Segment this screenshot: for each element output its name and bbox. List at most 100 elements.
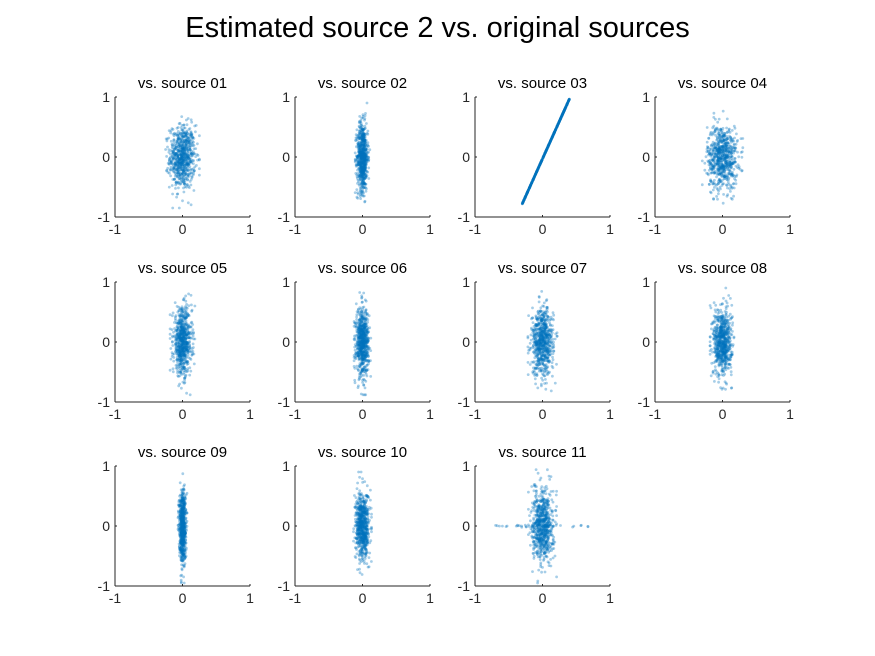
data-point bbox=[357, 318, 361, 322]
data-point bbox=[164, 137, 168, 141]
data-point bbox=[183, 174, 186, 178]
data-point bbox=[362, 366, 366, 370]
data-point bbox=[716, 168, 720, 172]
data-point bbox=[172, 138, 176, 142]
data-point bbox=[357, 145, 361, 149]
data-point bbox=[169, 159, 173, 162]
data-point bbox=[369, 375, 373, 378]
data-point bbox=[191, 342, 195, 346]
data-point bbox=[165, 168, 169, 172]
data-point bbox=[177, 206, 181, 210]
data-point bbox=[189, 130, 193, 134]
data-point bbox=[178, 174, 182, 178]
data-point bbox=[175, 157, 179, 161]
data-point bbox=[190, 308, 194, 312]
data-point bbox=[187, 136, 191, 140]
data-point bbox=[181, 163, 185, 166]
data-point bbox=[740, 169, 744, 172]
data-point bbox=[700, 183, 704, 187]
data-point bbox=[732, 143, 736, 147]
data-point bbox=[188, 157, 192, 161]
data-point bbox=[181, 143, 184, 147]
data-point bbox=[169, 161, 173, 165]
data-point bbox=[717, 158, 721, 162]
data-point bbox=[181, 147, 185, 150]
data-point bbox=[190, 132, 194, 136]
data-point bbox=[179, 331, 183, 335]
data-point bbox=[177, 149, 181, 153]
data-point bbox=[170, 155, 174, 158]
data-point bbox=[546, 359, 550, 362]
data-point bbox=[175, 161, 179, 165]
data-point bbox=[195, 164, 198, 167]
data-point bbox=[176, 154, 180, 158]
data-point bbox=[188, 162, 191, 166]
data-point bbox=[184, 369, 188, 373]
data-point bbox=[172, 166, 176, 170]
data-point bbox=[365, 122, 368, 125]
data-point bbox=[180, 176, 184, 180]
data-point bbox=[176, 160, 180, 164]
data-point bbox=[733, 136, 736, 140]
data-point bbox=[182, 132, 186, 135]
data-point bbox=[367, 345, 370, 348]
data-point bbox=[188, 393, 192, 397]
data-point bbox=[175, 305, 179, 308]
data-point bbox=[549, 389, 553, 393]
data-point bbox=[367, 166, 371, 170]
data-point bbox=[171, 344, 175, 347]
data-point bbox=[174, 162, 178, 166]
data-point bbox=[364, 379, 368, 383]
data-point bbox=[184, 166, 188, 170]
data-point bbox=[531, 316, 534, 320]
data-point bbox=[360, 123, 363, 127]
data-point bbox=[170, 328, 174, 331]
data-point bbox=[366, 350, 370, 354]
data-point bbox=[183, 135, 186, 139]
data-point bbox=[178, 158, 182, 162]
data-point bbox=[359, 392, 363, 396]
data-point bbox=[183, 381, 187, 384]
data-point bbox=[192, 140, 195, 144]
data-point bbox=[355, 364, 359, 368]
data-point bbox=[184, 176, 188, 180]
data-point bbox=[165, 137, 169, 141]
data-point bbox=[186, 163, 190, 167]
data-point bbox=[174, 180, 178, 184]
data-point bbox=[186, 155, 190, 159]
data-point bbox=[198, 158, 201, 162]
data-point bbox=[184, 167, 188, 171]
data-point bbox=[177, 159, 181, 163]
data-point bbox=[179, 145, 183, 149]
data-point bbox=[184, 299, 188, 303]
data-point bbox=[543, 319, 547, 322]
data-point bbox=[725, 117, 729, 121]
data-point bbox=[184, 156, 188, 160]
data-point bbox=[186, 173, 190, 177]
data-point bbox=[198, 167, 201, 171]
x-tick-label: -1 bbox=[469, 221, 482, 237]
data-point bbox=[176, 148, 180, 152]
data-point bbox=[543, 322, 546, 326]
data-point bbox=[715, 195, 718, 198]
data-point bbox=[186, 174, 190, 178]
data-point bbox=[173, 162, 177, 165]
data-point bbox=[190, 303, 193, 307]
data-point bbox=[182, 165, 186, 169]
data-point bbox=[175, 175, 179, 179]
data-point bbox=[542, 357, 546, 361]
data-point bbox=[193, 165, 197, 169]
data-point bbox=[177, 158, 181, 162]
data-point bbox=[167, 162, 171, 166]
data-point bbox=[189, 160, 193, 164]
data-point bbox=[356, 352, 360, 355]
data-point bbox=[360, 166, 363, 169]
data-point bbox=[360, 135, 364, 139]
data-point bbox=[182, 139, 186, 143]
data-point bbox=[729, 136, 732, 139]
data-point bbox=[181, 138, 184, 141]
data-point bbox=[359, 158, 363, 162]
data-point bbox=[176, 324, 179, 328]
data-point bbox=[185, 118, 188, 122]
